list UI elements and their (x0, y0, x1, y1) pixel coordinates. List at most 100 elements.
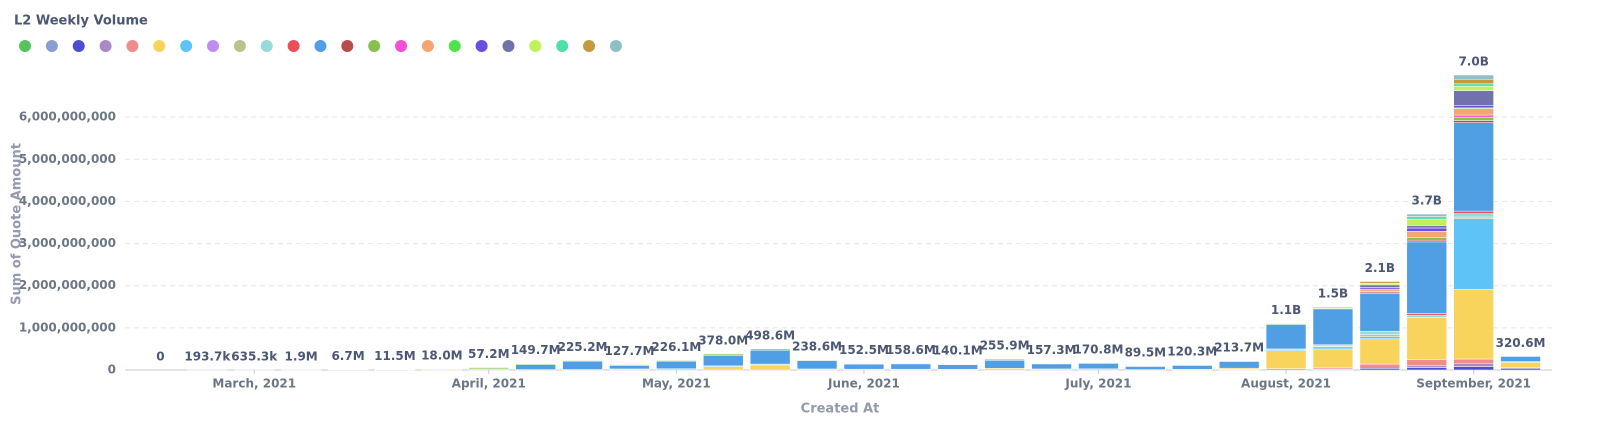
y-tick-label: 5,000,000,000 (19, 152, 116, 166)
legend-dot[interactable] (233, 40, 246, 52)
bar-segment (1312, 306, 1354, 309)
bar-segment (984, 360, 1025, 369)
bar-segment (1453, 210, 1494, 214)
legend-dot[interactable] (153, 40, 166, 52)
legend-dot[interactable] (287, 40, 300, 52)
x-axis-label: Created At (801, 402, 880, 417)
bar-segment (1453, 289, 1494, 360)
total-label: 6.7M (331, 349, 364, 363)
total-label: 1.5B (1318, 286, 1348, 300)
total-label: 1.9M (285, 349, 318, 363)
legend-dot[interactable] (556, 40, 569, 52)
total-label: 226.1M (651, 340, 701, 354)
legend-dot[interactable] (583, 40, 596, 52)
total-label: 498.6M (745, 328, 795, 342)
total-label: 635.3k (231, 349, 278, 363)
bar-segment (1359, 287, 1401, 290)
bar-segment (1265, 324, 1307, 350)
bar-segment (1359, 284, 1401, 288)
total-label: 149.7M (511, 343, 561, 357)
bar-segment (1406, 317, 1447, 360)
bar-segment (515, 364, 556, 370)
bar-segment (1359, 288, 1401, 292)
legend-dot[interactable] (19, 40, 31, 52)
bar-segment (937, 363, 978, 365)
total-label: 320.6M (1496, 336, 1546, 350)
bar-segment (1406, 367, 1447, 371)
total-label: 7.0B (1458, 55, 1488, 69)
legend-dot[interactable] (72, 40, 85, 52)
legend-dot[interactable] (99, 40, 112, 52)
bar-segment (984, 368, 1025, 371)
total-label: 378.0M (698, 334, 748, 348)
bar-segment (1453, 83, 1494, 87)
bar-segment (1453, 116, 1494, 121)
bar-segment (1500, 368, 1541, 371)
bar-segment (1406, 237, 1447, 241)
bar-segment (1406, 231, 1447, 238)
bar-segment (1453, 120, 1494, 123)
bar-segment (1406, 359, 1447, 367)
legend-dot[interactable] (395, 40, 408, 52)
total-label: 89.5M (1125, 346, 1167, 360)
bar-segment (1406, 314, 1447, 318)
bar-segment (1453, 74, 1494, 80)
bar-segment (1031, 363, 1072, 365)
legend-dot[interactable] (475, 40, 488, 52)
bar-segment (890, 363, 932, 365)
bar-segment (1453, 78, 1494, 85)
bar-segment (1265, 350, 1307, 369)
bar-segment (609, 364, 650, 366)
y-tick-label: 2,000,000,000 (19, 278, 116, 292)
bar-segment (1078, 363, 1119, 370)
bar-segment (1359, 336, 1401, 340)
legend-dot[interactable] (502, 40, 515, 52)
legend-dot[interactable] (180, 40, 193, 52)
y-tick-label: 6,000,000,000 (19, 110, 116, 124)
x-tick-label: July, 2021 (1064, 377, 1131, 391)
bar-segment (1406, 313, 1447, 316)
legend-dot[interactable] (341, 40, 354, 52)
bar-segment (1406, 213, 1447, 217)
total-label: 18.0M (421, 349, 463, 363)
bar-segment (562, 360, 603, 370)
bar-segment (1453, 86, 1494, 91)
bar-segment (843, 363, 885, 365)
bar-segment (1406, 218, 1447, 226)
bar-segment (1500, 356, 1541, 362)
bar-segment (984, 358, 1025, 361)
total-label: 0 (156, 350, 164, 364)
bar-segment (1500, 362, 1541, 368)
bar-segment (1359, 281, 1401, 284)
total-label: 2.1B (1365, 261, 1395, 275)
y-tick-label: 1,000,000,000 (19, 320, 116, 334)
legend-dot[interactable] (260, 40, 273, 52)
legend-dot[interactable] (609, 40, 622, 52)
bar-segment (1453, 114, 1494, 118)
bar-segment (1406, 239, 1447, 243)
bar-segment (890, 363, 932, 370)
y-axis-label: Sum of Quote Amount (10, 143, 25, 305)
total-label: 3.7B (1412, 194, 1442, 208)
legend-dot[interactable] (448, 40, 461, 52)
x-tick-label: March, 2021 (212, 377, 296, 391)
total-label: 11.5M (374, 349, 416, 363)
legend-dot[interactable] (421, 40, 434, 52)
bar-segment (703, 355, 744, 367)
legend-dot[interactable] (207, 40, 220, 52)
total-label: 170.8M (1073, 342, 1123, 356)
legend-dot[interactable] (314, 40, 327, 52)
bar-segment (796, 359, 838, 361)
bar-segment (656, 360, 697, 369)
x-tick-label: September, 2021 (1416, 377, 1531, 391)
legend-dot[interactable] (126, 40, 139, 52)
legend-dot[interactable] (529, 40, 542, 52)
legend-dot[interactable] (368, 40, 381, 52)
bar-segment (1218, 361, 1260, 369)
bar-segment (1312, 308, 1354, 345)
total-label: 225.2M (558, 340, 608, 354)
legend-dot[interactable] (45, 40, 58, 52)
x-tick-label: June, 2021 (827, 377, 900, 391)
bar-segment (1078, 362, 1119, 364)
